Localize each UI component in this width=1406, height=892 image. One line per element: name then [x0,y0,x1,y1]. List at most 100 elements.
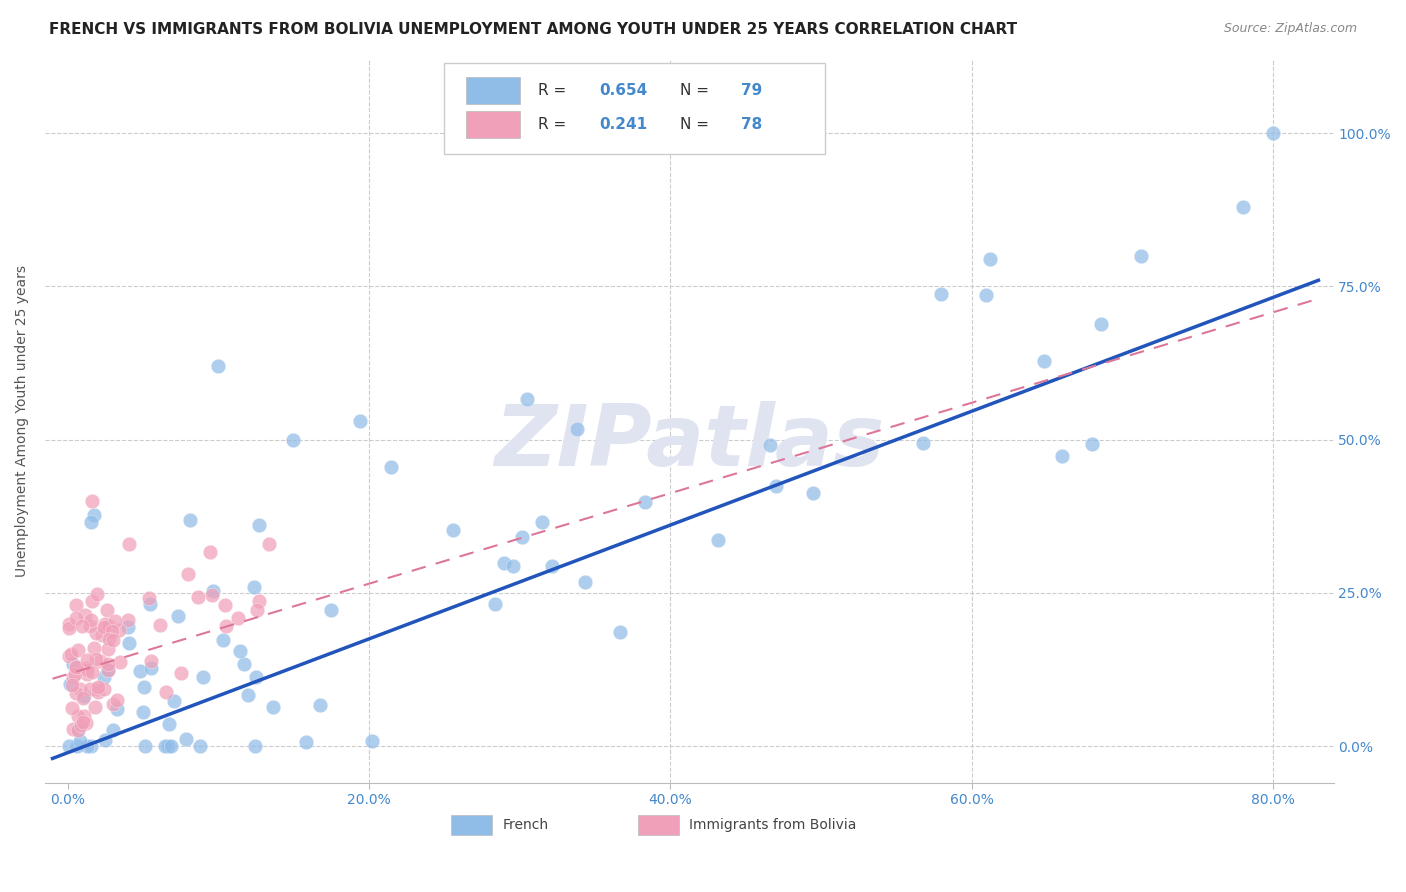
Point [97,642,120,657]
Point [160,739,183,754]
Point [76,667,98,681]
Point [149,618,172,632]
Point [157,716,180,731]
Point [83,640,105,655]
Point [236,688,259,702]
Point [80,613,103,627]
Point [361,734,384,748]
Point [309,698,332,712]
Point [66,739,89,754]
Point [117,613,139,627]
Point [141,661,163,675]
Point [1263,126,1285,140]
Point [153,739,176,754]
FancyBboxPatch shape [444,63,824,153]
Text: R =: R = [538,117,572,132]
Point [73,690,96,704]
Point [76,739,98,754]
Point [80,739,103,754]
Point [62,657,84,671]
Point [66,709,89,723]
Point [201,588,224,602]
Point [801,486,824,500]
Text: Immigrants from Bolivia: Immigrants from Bolivia [689,818,856,832]
Point [58,649,80,664]
Text: N =: N = [681,117,714,132]
Point [174,732,197,747]
Bar [467,77,520,104]
Point [492,556,515,570]
Point [214,599,236,613]
Point [79,682,101,697]
Point [129,664,152,678]
Point [281,433,304,447]
Point [66,723,89,737]
Point [97,657,120,671]
Point [198,544,221,558]
Point [912,436,935,450]
Text: N =: N = [681,83,714,98]
Point [83,508,105,523]
Point [1232,200,1254,214]
Point [118,636,141,650]
Point [98,619,121,633]
Point [155,685,177,699]
Bar [451,814,492,835]
Point [58,621,80,635]
Point [294,734,316,748]
Point [94,616,117,631]
Point [87,680,110,694]
Point [83,699,105,714]
Point [82,594,104,608]
Point [91,628,114,642]
Point [84,626,107,640]
Point [80,665,103,679]
Point [139,597,162,611]
Point [162,694,184,708]
Point [60,701,83,715]
Point [233,657,256,671]
Point [1050,449,1073,463]
Point [1081,437,1104,451]
Point [80,515,103,529]
Point [80,494,103,508]
Point [530,515,553,529]
Point [167,609,190,624]
Text: 78: 78 [741,117,762,132]
Point [94,733,117,747]
Point [75,715,97,730]
Text: 0.654: 0.654 [599,83,647,98]
Point [191,670,214,684]
Point [516,392,538,406]
Point [187,591,209,605]
Point [134,739,156,754]
Point [156,739,179,754]
Text: FRENCH VS IMMIGRANTS FROM BOLIVIA UNEMPLOYMENT AMONG YOUTH UNDER 25 YEARS CORREL: FRENCH VS IMMIGRANTS FROM BOLIVIA UNEMPL… [49,22,1018,37]
Point [70,619,93,633]
Point [138,591,160,606]
Point [574,575,596,590]
Text: R =: R = [538,83,572,98]
Point [75,607,97,622]
Point [103,723,125,738]
Point [707,533,730,547]
Point [84,652,107,666]
Point [72,715,94,730]
Point [65,611,87,625]
Point [63,666,86,681]
Point [97,663,120,677]
Point [609,625,631,640]
Point [59,677,82,691]
Point [1130,249,1153,263]
Point [139,654,162,668]
Point [96,603,118,617]
Point [229,643,252,657]
Point [101,624,124,639]
Point [974,287,997,301]
Point [177,567,200,582]
Point [1033,354,1056,368]
Text: 79: 79 [741,83,762,98]
Point [86,681,108,696]
Text: ZIPatlas: ZIPatlas [494,401,884,484]
Point [76,663,98,677]
